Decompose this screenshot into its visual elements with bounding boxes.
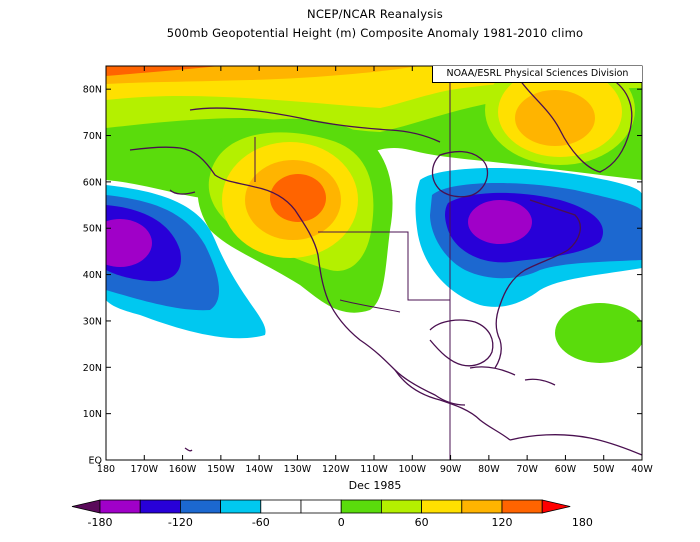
lon-tick-label: 160W	[169, 464, 197, 475]
lat-tick-label: 50N	[83, 224, 102, 235]
lon-tick-label: 40W	[631, 464, 653, 475]
longitude-axis: 180 170W 160W 150W 140W 130W 120W 110W 100W 90W 80…	[97, 66, 653, 475]
colorbar-arrow-right	[541, 499, 571, 514]
lon-tick-label: 130W	[284, 464, 312, 475]
lat-tick-label: EQ	[89, 456, 102, 467]
pacific-trough	[106, 185, 266, 339]
lon-tick-label: 110W	[360, 464, 388, 475]
title-line-2: 500mb Geopotential Height (m) Composite …	[166, 26, 584, 40]
colorbar-label: 120	[492, 516, 513, 529]
colorbar-segment	[99, 499, 141, 514]
lat-tick-label: 80N	[83, 85, 102, 96]
western-ridge	[197, 118, 393, 313]
title-line-1: NCEP/NCAR Reanalysis	[307, 7, 443, 21]
colorbar-label: 180	[572, 516, 593, 529]
colorbar-label: 0	[338, 516, 345, 529]
lon-tick-label: 60W	[555, 464, 577, 475]
credit-label: NOAA/ESRL Physical Sciences Division	[432, 66, 642, 83]
lon-tick-label: 180	[97, 464, 115, 475]
lon-tick-label: 90W	[440, 464, 462, 475]
colorbar-label: -120	[168, 516, 193, 529]
colorbar-segment	[260, 499, 302, 514]
lon-tick-label: 100W	[399, 464, 427, 475]
greenland-high	[485, 66, 635, 165]
colorbar-label: -60	[252, 516, 270, 529]
colorbar-label: 60	[415, 516, 429, 529]
lat-tick-label: 70N	[83, 131, 102, 142]
lon-tick-label: 140W	[245, 464, 273, 475]
lon-tick-label: 170W	[131, 464, 159, 475]
anomaly-field	[106, 66, 642, 460]
lat-tick-label: 20N	[83, 363, 102, 374]
colorbar-segment	[300, 499, 342, 514]
country-borders	[254, 66, 451, 460]
lon-tick-label: 80W	[478, 464, 500, 475]
colorbar: -180 -120 -60 0 60 120 180	[71, 499, 593, 529]
lon-tick-label: 150W	[207, 464, 235, 475]
lon-tick-label: 50W	[593, 464, 615, 475]
colorbar-segment	[340, 499, 382, 514]
colorbar-segment	[380, 499, 422, 514]
lat-tick-label: 30N	[83, 316, 102, 327]
lon-tick-label: 70W	[516, 464, 538, 475]
lat-tick-label: 10N	[83, 409, 102, 420]
atlantic-positive-blob	[555, 303, 642, 363]
colorbar-label: -180	[88, 516, 113, 529]
lat-tick-label: 60N	[83, 177, 102, 188]
lon-tick-label: 120W	[322, 464, 350, 475]
eastern-trough	[415, 168, 642, 307]
arctic-red-corner	[106, 66, 220, 76]
latitude-axis: EQ 10N 20N 30N 40N 50N 60N 70N 80N	[83, 85, 642, 467]
colorbar-segment	[220, 499, 262, 514]
colorbar-segment	[461, 499, 503, 514]
arctic-orange-band	[106, 66, 420, 84]
date-label: Dec 1985	[348, 479, 402, 492]
lat-tick-label: 40N	[83, 270, 102, 281]
colorbar-segment	[421, 499, 463, 514]
colorbar-segment	[501, 499, 543, 514]
colorbar-segment	[139, 499, 181, 514]
colorbar-segment	[179, 499, 221, 514]
colorbar-arrow-left	[71, 499, 101, 514]
